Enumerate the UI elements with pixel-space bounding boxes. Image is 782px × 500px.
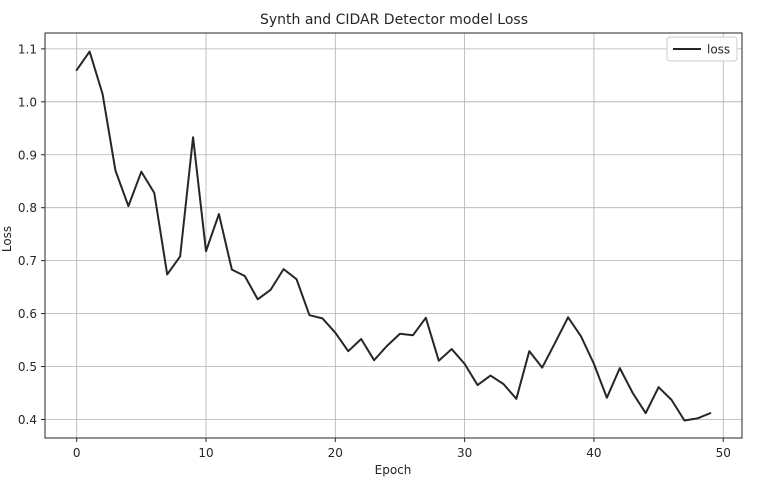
y-tick-label: 0.5 xyxy=(18,360,37,374)
grid-lines xyxy=(45,33,742,438)
y-axis-ticks: 0.4 0.5 0.6 0.7 0.8 0.9 1.0 1.1 xyxy=(18,42,45,427)
y-tick-label: 1.1 xyxy=(18,42,37,56)
legend-label-loss: loss xyxy=(707,43,730,57)
y-tick-label: 0.7 xyxy=(18,254,37,268)
series-line-loss xyxy=(75,50,712,422)
x-axis-label: Epoch xyxy=(375,463,412,477)
x-tick-label: 50 xyxy=(716,446,731,460)
x-tick-label: 20 xyxy=(328,446,343,460)
chart-title: Synth and CIDAR Detector model Loss xyxy=(260,12,528,28)
plot-frame xyxy=(44,32,743,439)
x-tick-label: 30 xyxy=(457,446,472,460)
x-axis-ticks: 0 10 20 30 40 50 xyxy=(73,438,731,460)
series-layer xyxy=(75,50,712,422)
x-tick-label: 0 xyxy=(73,446,81,460)
y-tick-label: 0.8 xyxy=(18,201,37,215)
y-tick-label: 0.6 xyxy=(18,307,37,321)
x-tick-label: 10 xyxy=(198,446,213,460)
x-tick-label: 40 xyxy=(586,446,601,460)
legend: loss xyxy=(666,36,738,62)
y-tick-label: 0.9 xyxy=(18,148,37,162)
y-tick-label: 0.4 xyxy=(18,413,37,427)
y-axis-label: Loss xyxy=(0,226,14,252)
legend-box xyxy=(666,36,738,62)
y-tick-label: 1.0 xyxy=(18,95,37,109)
